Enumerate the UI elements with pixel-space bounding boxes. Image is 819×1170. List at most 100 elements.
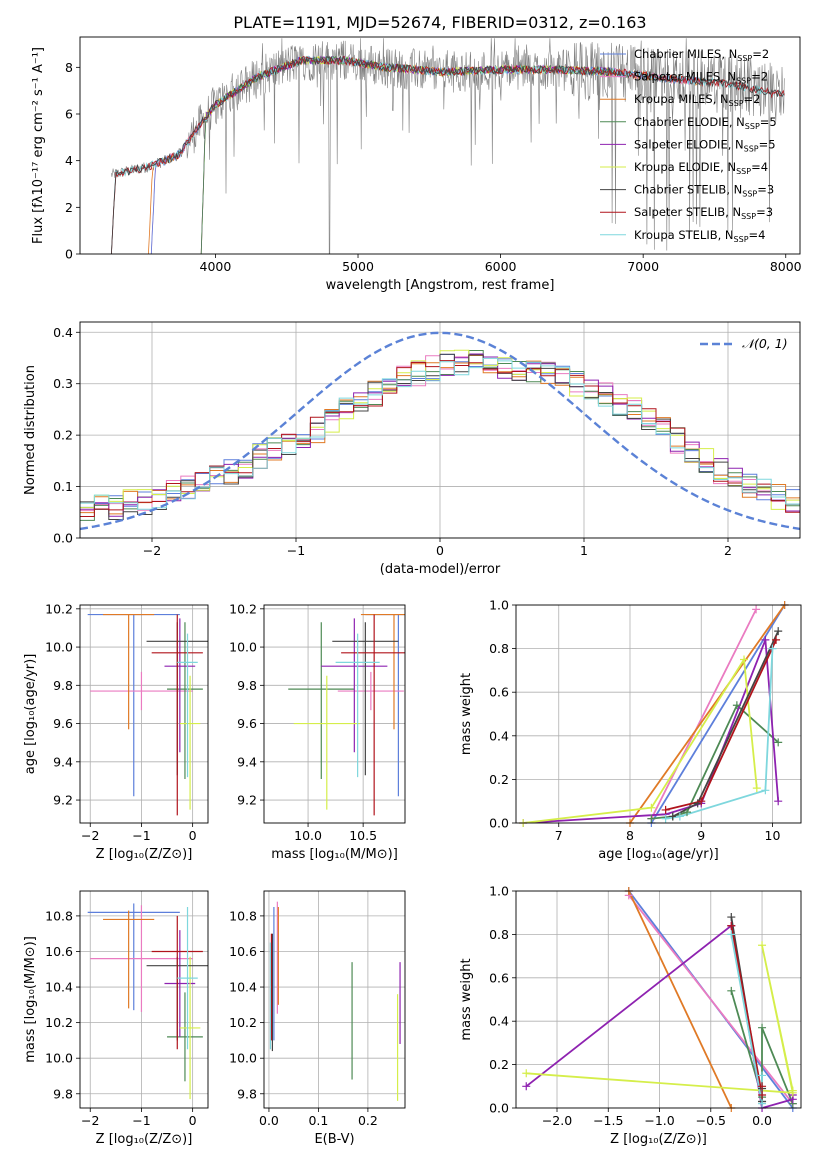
y-tick-label: 9.6 bbox=[237, 716, 257, 731]
mass-weight-marker bbox=[727, 913, 736, 922]
mass-weight-marker bbox=[647, 814, 656, 823]
y-tick-label: 1.0 bbox=[489, 884, 509, 899]
legend-entry-sub: SSP bbox=[745, 122, 760, 131]
mass-weight-marker bbox=[727, 930, 736, 939]
legend-entry: Kroupa ELODIE, NSSP=4 bbox=[634, 160, 768, 176]
mass-weight-marker bbox=[668, 812, 677, 821]
mass-weight-line bbox=[526, 945, 794, 1094]
mass-weight-marker bbox=[772, 635, 781, 644]
mass-weight-marker bbox=[675, 812, 684, 821]
y-tick-label: 0.2 bbox=[53, 428, 73, 443]
legend-entry-label: Kroupa MILES, N bbox=[634, 92, 729, 106]
x-axis-label: Z [log₁₀(Z/Z⊙)] bbox=[96, 1132, 193, 1147]
legend-entry-sub: SSP bbox=[736, 77, 751, 86]
mass-weight-marker bbox=[774, 627, 783, 636]
x-tick-label: 4000 bbox=[200, 259, 232, 274]
y-tick-label: 10.0 bbox=[45, 640, 73, 655]
y-axis-label: mass weight bbox=[459, 673, 474, 755]
plot-area bbox=[111, 38, 785, 254]
mass-weight-line bbox=[522, 656, 758, 823]
x-axis-label: mass [log₁₀(M/M⊙)] bbox=[271, 847, 398, 862]
mass-weight-line bbox=[627, 891, 733, 1108]
y-tick-label: 10.8 bbox=[45, 908, 73, 923]
axes-frame bbox=[79, 890, 209, 1109]
x-tick-label: 0.0 bbox=[752, 1113, 772, 1128]
plot-area bbox=[264, 605, 405, 823]
x-axis-label: wavelength [Angstrom, rest frame] bbox=[326, 278, 555, 293]
x-tick-label: 1 bbox=[580, 543, 588, 558]
legend-entry-label: Chabrier ELODIE, N bbox=[634, 115, 745, 129]
x-axis-label: Z [log₁₀(Z/Z⊙)] bbox=[610, 1132, 707, 1147]
x-tick-label: −1 bbox=[132, 828, 150, 843]
mass-weight-marker bbox=[774, 738, 783, 747]
legend-entry-sub: SSP bbox=[744, 144, 759, 153]
mass-weight-marker bbox=[522, 1069, 531, 1078]
x-tick-label: 5000 bbox=[342, 259, 374, 274]
y-tick-label: 0.6 bbox=[489, 685, 509, 700]
panel-mass_weight_vs_Z: −2.0 −1.5 −1.0 −0.5 0.0 0.0 0.2 0.4 0.6 0.8 1.0 Z [… bbox=[459, 884, 802, 1147]
x-tick-label: 0.2 bbox=[358, 1113, 378, 1128]
legend-entry-suffix: =3 bbox=[757, 183, 774, 197]
legend-entry-suffix: =2 bbox=[752, 47, 769, 61]
x-tick-label: 10.5 bbox=[349, 828, 377, 843]
y-tick-label: 10.2 bbox=[229, 601, 257, 616]
mass-weight-marker bbox=[683, 808, 691, 817]
y-tick-label: 0.6 bbox=[489, 970, 509, 985]
y-tick-label: 10.4 bbox=[45, 980, 73, 995]
mass-weight-marker bbox=[758, 1071, 767, 1080]
legend-entry-label: Kroupa ELODIE, N bbox=[634, 160, 736, 174]
legend-entry: Kroupa MILES, NSSP=2 bbox=[634, 92, 760, 108]
axes-frame bbox=[79, 604, 209, 824]
panel-spectrum: 4000 5000 6000 7000 8000 0 2 4 6 8 wavelength [Ang… bbox=[31, 36, 802, 293]
y-tick-label: 1.0 bbox=[489, 598, 509, 613]
mass-weight-line bbox=[629, 605, 786, 823]
mass-weight-marker bbox=[758, 1082, 767, 1091]
x-tick-label: 0.0 bbox=[259, 1113, 279, 1128]
axes-frame bbox=[263, 604, 406, 824]
panel-age_vs_Z: −2 −1 0 9.2 9.4 9.6 9.8 10.0 10.2 Z [log₁₀(Z/Z⊙)]… bbox=[23, 601, 209, 862]
y-axis-label: Flux [fλ10⁻¹⁷ erg cm⁻² s⁻¹ A⁻¹] bbox=[31, 47, 46, 244]
x-tick-label: 7 bbox=[555, 828, 563, 843]
y-tick-label: 0.8 bbox=[489, 927, 509, 942]
mass-weight-marker bbox=[758, 1099, 767, 1108]
axes-frame bbox=[515, 890, 802, 1109]
y-tick-label: 10.0 bbox=[229, 1051, 257, 1066]
x-tick-label: −1 bbox=[287, 543, 305, 558]
mass-weight-marker bbox=[647, 803, 656, 812]
y-tick-label: 0.2 bbox=[489, 1057, 509, 1072]
y-tick-label: 2 bbox=[65, 200, 73, 215]
legend-entry-sub: SSP bbox=[736, 167, 751, 176]
axes-frame bbox=[79, 321, 801, 539]
mass-weight-marker bbox=[727, 921, 736, 930]
legend-entry: Kroupa STELIB, NSSP=4 bbox=[634, 228, 765, 244]
y-tick-label: 9.2 bbox=[53, 793, 73, 808]
x-tick-label: −1 bbox=[132, 1113, 150, 1128]
mass-weight-marker bbox=[661, 814, 670, 823]
plot-area bbox=[264, 891, 405, 1108]
x-tick-label: 0 bbox=[436, 543, 444, 558]
y-axis-label: Normed distribution bbox=[23, 365, 38, 495]
legend-entry-suffix: =2 bbox=[751, 70, 768, 84]
legend-entry-label: Chabrier STELIB, N bbox=[634, 183, 742, 197]
x-axis-label: E(B-V) bbox=[314, 1132, 354, 1147]
y-tick-label: 0.8 bbox=[489, 641, 509, 656]
legend-entry-label: Chabrier MILES, N bbox=[634, 47, 737, 61]
x-tick-label: −2.0 bbox=[542, 1113, 572, 1128]
legend-entry: Chabrier MILES, NSSP=2 bbox=[634, 47, 769, 63]
y-tick-label: 9.6 bbox=[53, 716, 73, 731]
y-tick-label: 9.8 bbox=[53, 1086, 73, 1101]
y-tick-label: 6 bbox=[65, 107, 73, 122]
residual-histogram-fit-kroupa-stelib bbox=[80, 357, 800, 510]
legend-entry-suffix: =2 bbox=[744, 92, 761, 106]
legend-entry-label: Salpeter STELIB, N bbox=[634, 205, 741, 219]
spectrum-fit-fit-chabrier-stelib bbox=[111, 55, 785, 254]
y-tick-label: 0.0 bbox=[53, 531, 73, 546]
mass-weight-marker bbox=[768, 644, 777, 653]
legend-entry-sub: SSP bbox=[729, 99, 744, 108]
mass-weight-line bbox=[650, 605, 786, 823]
y-tick-label: 0.0 bbox=[489, 1101, 509, 1116]
x-tick-label: 10 bbox=[765, 828, 781, 843]
y-tick-label: 10.6 bbox=[45, 944, 73, 959]
